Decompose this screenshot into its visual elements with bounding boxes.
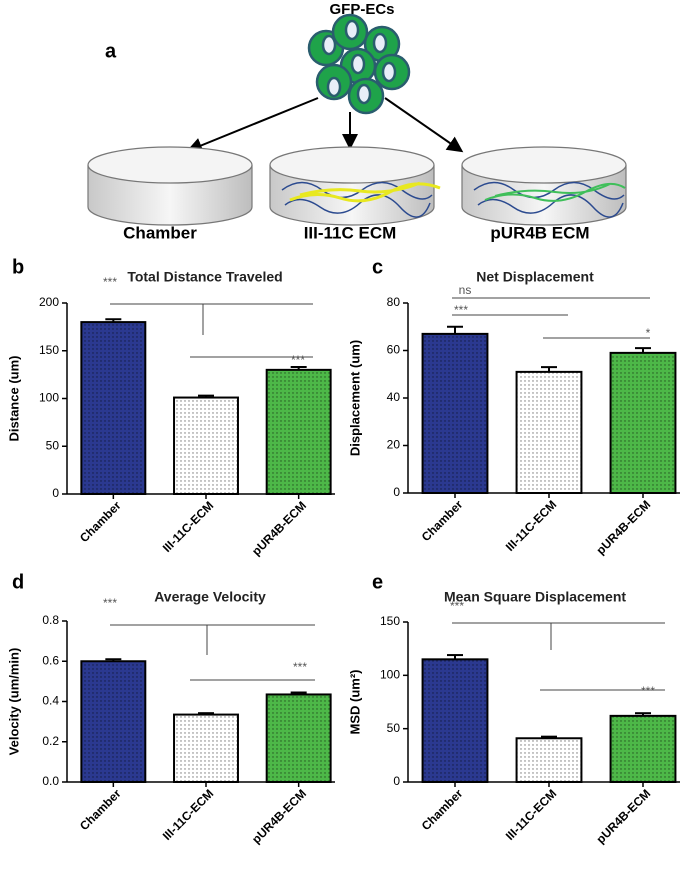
chart: e Mean Square Displacement MSD (um²) Chambe… xyxy=(347,571,680,846)
significance-label: *** xyxy=(103,596,117,610)
x-tick-label: III-11C-ECM xyxy=(160,786,217,843)
panel-letter: d xyxy=(12,571,24,593)
y-tick-label: 0.6 xyxy=(42,653,59,667)
diagram: a GFP-ECs Ch xyxy=(87,1,627,242)
x-tick-label: III-11C-ECM xyxy=(503,786,560,843)
chart-title: Mean Square Displacement xyxy=(444,589,626,605)
panel-letter: b xyxy=(12,256,24,278)
y-tick-label: 150 xyxy=(39,343,59,357)
chart: b Total Distance Traveled Distance (um) Cha… xyxy=(6,256,335,558)
bar-texture xyxy=(610,352,676,493)
x-tick-label: Chamber xyxy=(419,497,466,544)
y-axis-label: Velocity (um/min) xyxy=(6,648,21,756)
x-tick-label: pUR4B-ECM xyxy=(593,786,653,846)
chart-title: Net Displacement xyxy=(476,269,594,285)
chart: d Average Velocity Velocity (um/min) Chambe… xyxy=(6,571,335,846)
y-tick-label: 50 xyxy=(46,438,60,452)
y-tick-label: 100 xyxy=(39,391,59,405)
chart-title: Total Distance Traveled xyxy=(127,269,282,285)
dish-label: Chamber xyxy=(123,223,197,242)
significance-label: *** xyxy=(450,599,464,613)
y-tick-label: 0.0 xyxy=(42,774,59,788)
y-tick-label: 80 xyxy=(387,295,401,309)
x-tick-label: Chamber xyxy=(77,786,124,833)
significance-label: *** xyxy=(293,660,307,674)
panel-letter: a xyxy=(105,40,117,62)
dish-label: pUR4B ECM xyxy=(490,223,589,242)
significance-label: *** xyxy=(103,275,117,289)
bar-texture xyxy=(422,659,488,782)
dish-label: III-11C ECM xyxy=(304,223,397,242)
bar-texture xyxy=(81,661,146,782)
y-tick-label: 0.2 xyxy=(42,734,59,748)
panel-letter: e xyxy=(372,571,383,593)
significance-label: *** xyxy=(641,684,655,698)
y-tick-label: 100 xyxy=(380,668,400,682)
y-tick-label: 20 xyxy=(387,438,401,452)
y-tick-label: 60 xyxy=(387,343,401,357)
y-tick-label: 150 xyxy=(380,614,400,628)
y-tick-label: 0 xyxy=(393,485,400,499)
bar-texture xyxy=(174,397,238,494)
bar-texture xyxy=(516,371,582,493)
bar-texture xyxy=(266,694,331,782)
y-tick-label: 50 xyxy=(387,721,401,735)
y-axis-label: Displacement (um) xyxy=(347,340,362,456)
bar-texture xyxy=(422,333,488,493)
x-tick-label: Chamber xyxy=(77,498,124,545)
cells-label: GFP-ECs xyxy=(329,1,394,18)
y-tick-label: 0.8 xyxy=(42,613,59,627)
x-tick-label: pUR4B-ECM xyxy=(249,498,309,558)
ecm-fibers xyxy=(281,181,626,218)
y-tick-label: 0 xyxy=(393,774,400,788)
y-tick-label: 200 xyxy=(39,295,59,309)
chart-title: Average Velocity xyxy=(154,589,266,605)
bar-texture xyxy=(266,369,331,494)
y-axis-label: Distance (um) xyxy=(6,356,21,442)
significance-label: *** xyxy=(291,353,305,367)
y-tick-label: 0.4 xyxy=(42,694,59,708)
significance-label: ns xyxy=(459,283,472,297)
x-tick-label: pUR4B-ECM xyxy=(249,786,309,846)
cell-cluster xyxy=(307,13,411,115)
bar-texture xyxy=(81,322,146,494)
x-tick-label: pUR4B-ECM xyxy=(593,497,653,557)
x-tick-label: Chamber xyxy=(419,786,466,833)
bar-texture xyxy=(610,715,676,782)
bar-texture xyxy=(174,714,238,782)
significance-label: *** xyxy=(454,303,468,317)
x-tick-label: III-11C-ECM xyxy=(160,498,217,555)
y-tick-label: 0 xyxy=(52,486,59,500)
chart: c Net Displacement Displacement (um) Chambe… xyxy=(347,256,680,557)
x-tick-label: III-11C-ECM xyxy=(503,497,560,554)
y-axis-label: MSD (um²) xyxy=(347,670,362,735)
arrows xyxy=(186,97,464,153)
bar-texture xyxy=(516,738,582,782)
dishes xyxy=(87,146,627,226)
panel-letter: c xyxy=(372,256,383,278)
y-tick-label: 40 xyxy=(387,390,401,404)
significance-label: * xyxy=(646,326,651,340)
